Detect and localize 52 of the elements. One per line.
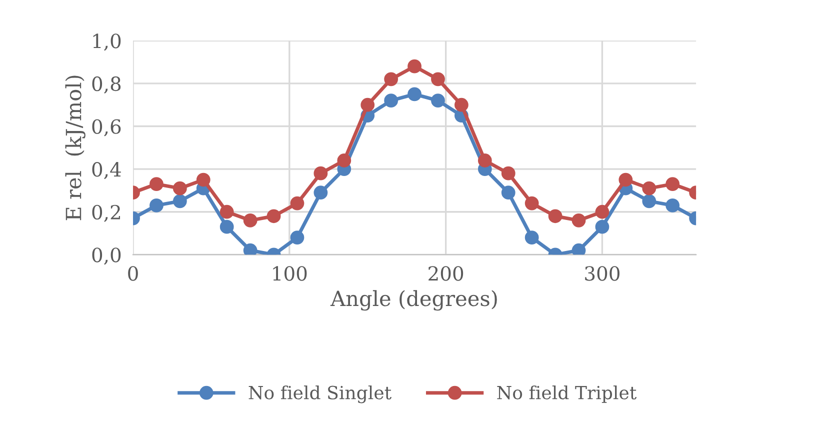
point [384,94,398,108]
point [220,204,234,219]
point [314,166,328,180]
point [243,243,258,255]
x-tick-label: 300 [585,266,620,281]
y-tick-label: 0,4 [92,162,121,180]
point [666,198,680,212]
point [618,172,633,187]
point [666,177,680,191]
point [314,186,328,200]
y-tick-label: 0,6 [92,119,121,136]
legend-label: No field Triplet [497,385,637,403]
y-tick-label: 1,0 [93,34,121,51]
y-axis-title: E rel (kJ/mol) [65,76,86,220]
point [408,59,422,74]
y-tick-label: 0,8 [92,76,121,94]
y-tick-label: 0,2 [92,204,120,222]
point [642,194,656,208]
point [150,198,164,212]
point [384,72,398,86]
point [150,177,164,191]
point [172,181,187,196]
point [524,230,539,244]
x-axis-title: Angle (degrees) [330,290,497,311]
point [431,72,445,86]
point [196,172,210,187]
point [572,213,586,228]
point [360,98,375,112]
point [172,194,187,208]
point [337,154,352,168]
point [595,204,610,219]
point [290,196,304,210]
point [548,209,562,224]
x-tick-label: 0 [128,266,138,281]
point [501,186,516,200]
point [478,154,492,168]
point [243,213,258,228]
point [642,181,656,196]
x-tick-label: 200 [428,266,464,281]
point [408,87,422,102]
point [595,220,610,234]
point [454,98,468,112]
y-tick-label: 0,0 [92,248,121,265]
point [290,230,304,244]
point [266,209,281,224]
point [524,196,539,210]
legend-label: No field Singlet [248,385,392,404]
point [431,94,445,108]
point [220,220,234,234]
x-tick-label: 100 [273,266,307,281]
point [572,243,586,255]
point [501,166,516,180]
